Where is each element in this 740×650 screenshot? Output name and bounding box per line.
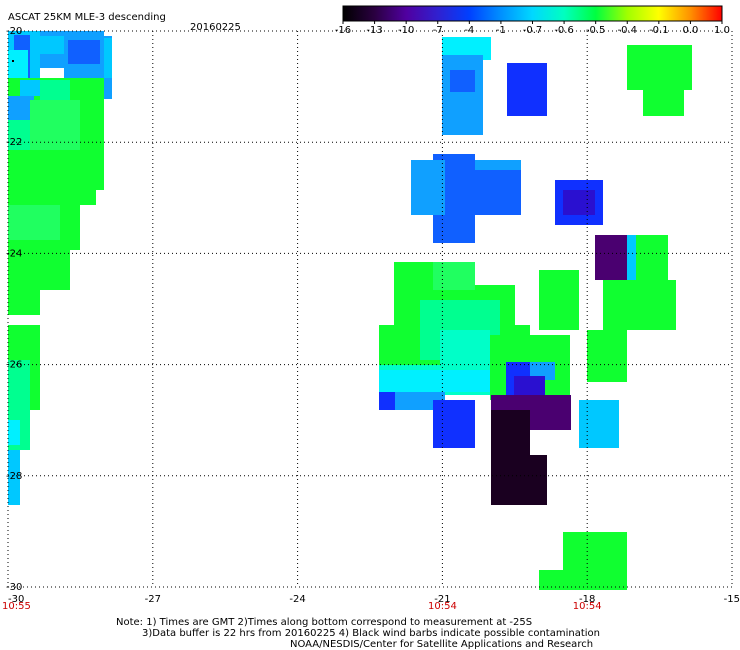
lat-label: -26 — [6, 360, 22, 371]
data-cell — [507, 63, 547, 116]
time-label: 10:54 — [573, 601, 602, 612]
color-scale-label: -0.1 — [649, 25, 669, 36]
lon-label: -21 — [434, 594, 450, 605]
wind-barb-dot — [12, 60, 14, 62]
color-scale-label: -13 — [366, 25, 382, 36]
lon-label: -27 — [145, 594, 161, 605]
lon-label: -24 — [289, 594, 305, 605]
data-cell — [104, 38, 112, 78]
data-cell — [8, 450, 20, 505]
data-cell — [643, 88, 684, 116]
data-cell — [8, 420, 20, 445]
data-cell — [587, 330, 627, 382]
note-line-3: NOAA/NESDIS/Center for Satellite Applica… — [290, 639, 593, 650]
lat-label: -30 — [6, 582, 22, 593]
color-scale-labels: -16 -13 -10 -7 -4 -1 -0.7 -0.6 -0.5 -0.4 -0.1 0.0 1.… — [335, 21, 730, 36]
lon-label: -15 — [724, 594, 740, 605]
data-cell — [636, 235, 668, 280]
lat-label: -28 — [6, 471, 22, 482]
data-cell — [34, 36, 64, 54]
data-cell — [40, 80, 70, 100]
color-scale-label: -0.5 — [586, 25, 606, 36]
color-scale-bar — [342, 5, 723, 22]
data-cell — [30, 100, 80, 150]
data-cell — [539, 270, 579, 330]
color-scale-gradient — [342, 5, 723, 22]
data-cell — [539, 570, 600, 590]
data-cell — [8, 205, 60, 240]
data-cell — [8, 290, 40, 315]
data-cell — [379, 392, 395, 410]
color-scale-label: -4 — [464, 25, 474, 36]
data-cell — [595, 235, 630, 280]
data-cell — [491, 455, 547, 505]
color-scale-label: -7 — [433, 25, 443, 36]
data-cell — [8, 50, 28, 78]
data-cell — [579, 400, 619, 448]
lat-label: -24 — [6, 248, 22, 259]
color-scale-label: -0.4 — [617, 25, 637, 36]
data-cell — [20, 80, 40, 96]
lat-lon-grid — [7, 30, 733, 588]
data-cell — [563, 190, 595, 215]
color-scale-label: -10 — [398, 25, 414, 36]
data-cell — [8, 96, 34, 120]
time-label: 10:55 — [2, 601, 31, 612]
lon-label: -18 — [579, 594, 595, 605]
data-cell — [433, 262, 475, 290]
data-cell — [411, 160, 445, 215]
data-cell — [379, 392, 445, 410]
data-cell — [442, 37, 491, 60]
lat-label: -20 — [6, 26, 22, 37]
longitude-labels: -30 -27 -24 -21 -18 -15 — [8, 594, 740, 605]
data-cell — [472, 170, 521, 215]
data-cell — [8, 250, 70, 290]
data-cell — [627, 235, 636, 280]
note-line-1: Note: 1) Times are GMT 2)Times along bot… — [116, 617, 532, 628]
color-scale-label: 1.0 — [714, 25, 730, 36]
color-scale-label: 0.0 — [682, 25, 698, 36]
data-cell — [433, 400, 475, 448]
data-cell — [440, 330, 490, 370]
data-cell — [603, 280, 676, 330]
time-labels: 10:55 10:54 10:54 — [2, 601, 602, 612]
data-cell — [8, 360, 30, 410]
latitude-labels: -20 -22 -24 -26 -28 -30 — [6, 26, 22, 593]
note-line-2: 3)Data buffer is 22 hrs from 20160225 4)… — [142, 628, 600, 639]
map-title: ASCAT 25KM MLE-3 descending — [8, 12, 166, 23]
data-cell — [627, 45, 692, 90]
data-cell — [68, 40, 100, 64]
data-cell — [450, 70, 475, 92]
time-label: 10:54 — [428, 601, 457, 612]
data-cell — [379, 370, 500, 392]
lon-label: -30 — [8, 594, 24, 605]
lat-label: -22 — [6, 137, 22, 148]
data-cell — [530, 362, 555, 380]
wind-data-swaths — [8, 31, 692, 590]
color-scale-label: -16 — [335, 25, 351, 36]
map-date: 20160225 — [190, 22, 241, 33]
data-cell — [514, 376, 545, 398]
